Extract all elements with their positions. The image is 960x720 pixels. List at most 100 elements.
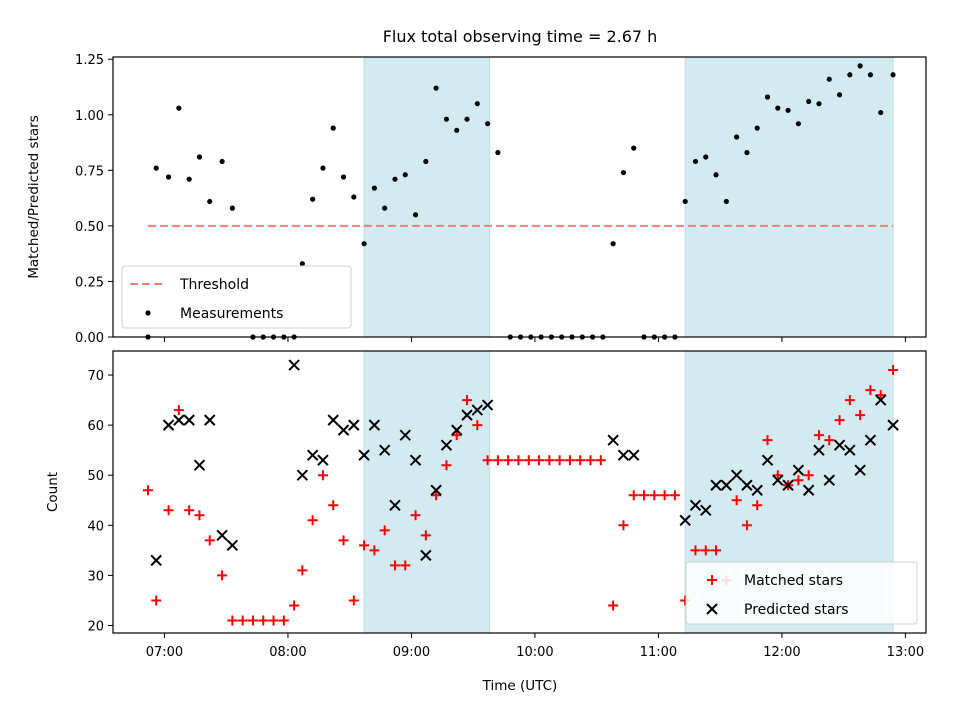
top-panel: 0.00 0.25 0.50 0.75 1.00 1.25 Threshold Measure… [75,53,927,346]
x-tick-label: 08:00 [269,645,306,660]
predicted-stars-point [389,499,401,511]
predicted-stars-point [216,529,228,542]
measurements-point [371,185,377,191]
bottom-legend [685,561,918,625]
predicted-stars-point [358,449,370,461]
measurements-point [443,116,450,122]
measurements-point [299,261,305,267]
bottom-y-tick-label: 50 [87,469,104,484]
predicted-stars-point [461,409,473,421]
bottom-y-tick-label: 60 [87,419,104,434]
matched-stars-point [544,455,555,466]
matched-stars-point [888,365,899,376]
matched-stars-legend-label: Matched stars [744,573,843,589]
matched-stars-point [669,490,680,501]
top-shaded-span-2 [684,56,894,338]
predicted-stars-point [782,479,794,491]
measurements-point [196,154,203,160]
predicted-stars-point [150,554,162,567]
predicted-stars-point [288,359,300,371]
measurements-point [785,107,791,113]
matched-stars-point [482,455,493,466]
top-y-tick-label: 1.25 [75,53,104,68]
measurements-point [402,172,408,178]
matched-stars-point [595,455,606,466]
predicted-stars-point [823,474,835,486]
predicted-stars-point [813,444,825,456]
matched-stars-point [431,490,442,501]
measurements-point [423,158,429,165]
matched-stars-point [834,415,845,426]
measurements-point [806,98,812,105]
matched-stars-point [278,615,289,626]
measurements-point [890,72,896,78]
measurements-point [454,127,460,133]
predicted-stars-point [399,429,411,441]
measurements-point [433,85,439,91]
matched-stars-point [824,435,835,446]
measurements-point [713,172,719,178]
matched-stars-point [268,615,279,626]
predicted-stars-point [710,479,722,491]
predicted-stars-point [337,424,350,436]
matched-stars-point [204,535,215,546]
matched-stars-point [741,520,752,531]
measurements-point [412,212,419,218]
bottom-plot-frame [112,350,927,634]
matched-stars-point [639,490,650,501]
matched-stars-point [142,485,153,496]
measurements-legend-label: Measurements [180,306,283,322]
bottom-y-axis-label: Count [45,472,61,512]
predicted-stars-point [420,549,432,562]
predicted-stars-point [628,449,640,461]
measurements-point [340,174,347,180]
measurements-point [310,196,316,202]
matched-stars-point [307,515,318,526]
top-y-tick-label: 0.50 [75,220,104,235]
measurements-point [351,194,357,200]
measurements-point [484,121,491,127]
matched-stars-point [317,470,328,481]
top-legend [121,265,352,329]
predicted-stars-point [730,469,743,481]
matched-stars-point [803,470,814,481]
matched-stars-point [534,455,545,466]
x-tick-label: 11:00 [640,645,677,660]
matched-stars-point [793,475,804,486]
measurements-point [867,72,874,78]
matched-stars-point [523,455,534,466]
predicted-stars-point [689,499,702,511]
measurements-point [878,109,884,116]
predicted-stars-point [378,444,391,456]
matched-stars-point [690,545,701,556]
top-shaded-span-1 [363,56,491,338]
measurements-point [836,92,843,98]
predicted-stars-point [607,434,619,446]
matched-stars-point [451,430,462,441]
matched-stars-point [420,530,431,541]
predicted-stars-point [887,419,899,431]
predicted-stars-point [833,439,846,451]
matched-stars-point [628,490,639,501]
matched-stars-point [554,455,565,466]
predicted-stars-point [317,454,329,466]
measurements-point [692,158,699,165]
matched-stars-point [217,570,228,581]
bottom-y-tick-label: 40 [87,519,104,534]
measurements-point [320,165,326,171]
top-y-tick-label: 0.25 [75,275,104,290]
matched-stars-point [492,455,503,466]
matched-stars-point [731,495,742,506]
matched-stars-point [700,545,711,556]
x-tick-label: 09:00 [393,645,430,660]
measurements-point [219,158,225,165]
matched-stars-point [359,540,370,551]
matched-stars-point [173,405,184,416]
measurements-point [610,241,616,247]
matched-stars-point [575,455,586,466]
measurements-point [464,116,470,122]
measurements-point [682,198,688,205]
measurements-point [703,154,709,160]
measurements-point [361,241,367,247]
matched-stars-point [338,535,349,546]
